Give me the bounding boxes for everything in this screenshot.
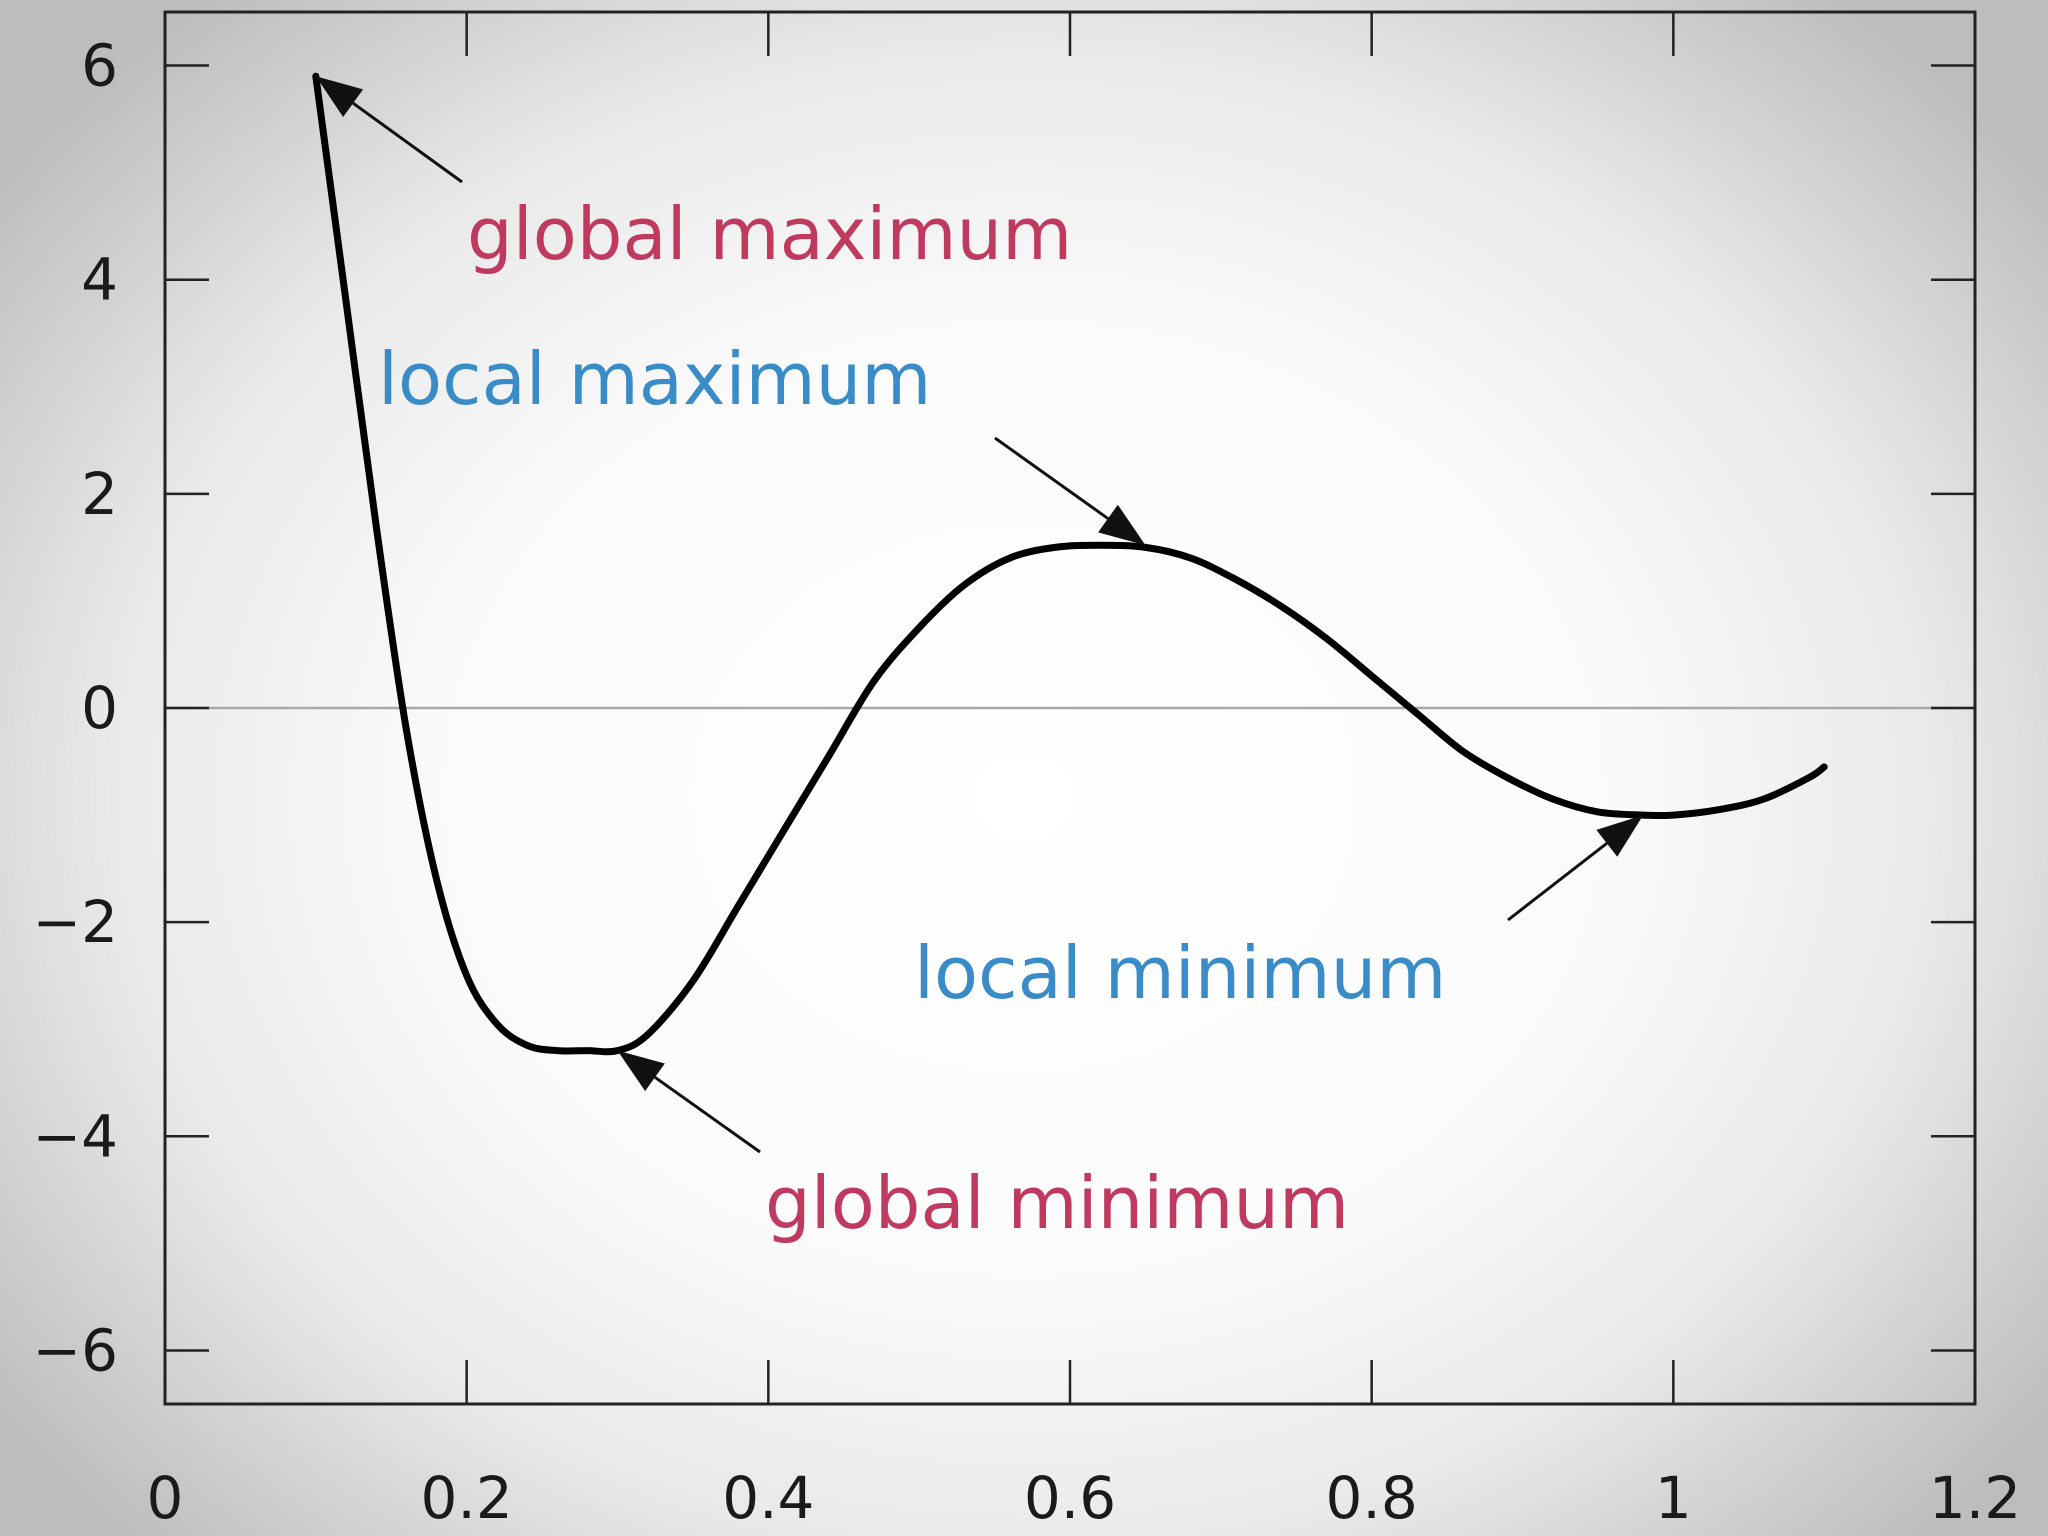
x-tick-label: 1 [1655, 1464, 1692, 1532]
annotation-label: local minimum [914, 931, 1446, 1015]
y-tick-label: −6 [33, 1316, 119, 1384]
annotation-arrowhead [1098, 504, 1146, 546]
annotation-label: global minimum [765, 1161, 1349, 1245]
annotation-arrow [654, 1076, 761, 1154]
annotation-label: global maximum [467, 192, 1072, 276]
x-tick-label: 0.6 [1024, 1464, 1116, 1532]
x-tick-label: 0 [147, 1464, 184, 1532]
y-tick-label: 6 [81, 32, 118, 100]
y-tick-label: 0 [81, 674, 118, 742]
annotation-arrow [994, 436, 1109, 520]
y-tick-label: 2 [81, 460, 118, 528]
x-tick-label: 0.4 [722, 1464, 814, 1532]
annotation-arrow [352, 101, 463, 184]
x-tick-label: 1.2 [1929, 1464, 2021, 1532]
annotation-arrowhead [315, 76, 364, 117]
annotation-arrowhead [1596, 815, 1644, 857]
x-tick-label: 0.2 [421, 1464, 513, 1532]
y-tick-label: 4 [81, 246, 118, 314]
annotation-arrow [1507, 842, 1608, 922]
y-tick-label: −4 [33, 1102, 119, 1170]
plot-frame [163, 10, 1977, 1406]
series-line [312, 72, 1828, 1056]
annotation-arrowhead [617, 1050, 665, 1092]
annotation-label: local maximum [378, 337, 931, 421]
y-tick-label: −2 [33, 888, 119, 956]
x-tick-label: 0.8 [1326, 1464, 1418, 1532]
